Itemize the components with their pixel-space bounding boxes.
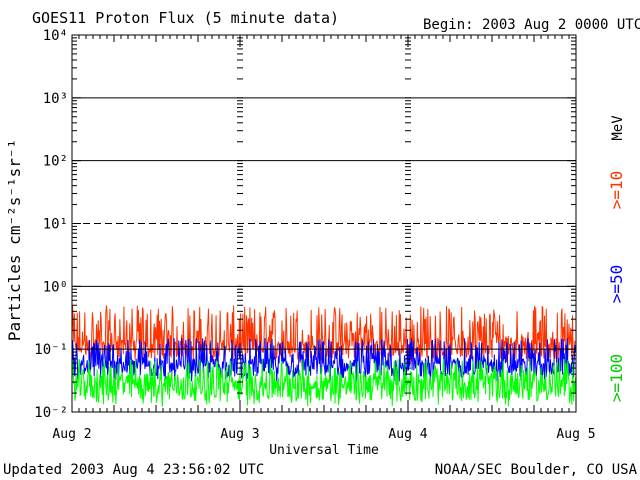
y-tick-label: 10¹ xyxy=(43,217,68,233)
legend-series-10: >=10 xyxy=(607,171,626,210)
legend-unit: MeV xyxy=(610,115,626,141)
data-layer xyxy=(71,305,576,407)
y-tick-label: 10⁻² xyxy=(34,405,68,421)
y-tick-label: 10⁴ xyxy=(43,28,68,44)
series-line-100mev xyxy=(71,358,576,407)
x-tick-label: Aug 5 xyxy=(556,427,595,442)
legend-series-100: >=100 xyxy=(607,354,626,402)
axis-layer: 10⁻² 10⁻¹ 10⁰ 10¹ 10² 10³ 10⁴ Aug 2 Aug 3 Aug 4 Au… xyxy=(34,28,595,442)
y-tick-label: 10⁰ xyxy=(43,279,68,295)
grid-layer xyxy=(72,37,576,413)
legend-series-50: >=50 xyxy=(607,265,626,304)
source-credit: NOAA/SEC Boulder, CO USA xyxy=(435,462,638,478)
updated-timestamp: Updated 2003 Aug 4 23:56:02 UTC xyxy=(3,462,264,478)
x-tick-label: Aug 2 xyxy=(52,427,91,442)
chart-title: GOES11 Proton Flux (5 minute data) xyxy=(32,9,339,27)
y-tick-label: 10³ xyxy=(43,91,68,107)
y-tick-label: 10² xyxy=(43,154,68,170)
x-tick-label: Aug 3 xyxy=(220,427,259,442)
begin-label: Begin: 2003 Aug 2 0000 UTC xyxy=(423,17,640,33)
series-line-50mev xyxy=(71,338,576,382)
x-axis-label: Universal Time xyxy=(269,443,379,458)
y-axis-label: Particles cm⁻²s⁻¹sr⁻¹ xyxy=(5,139,24,341)
y-tick-label: 10⁻¹ xyxy=(34,342,68,358)
x-tick-label: Aug 4 xyxy=(388,427,427,442)
